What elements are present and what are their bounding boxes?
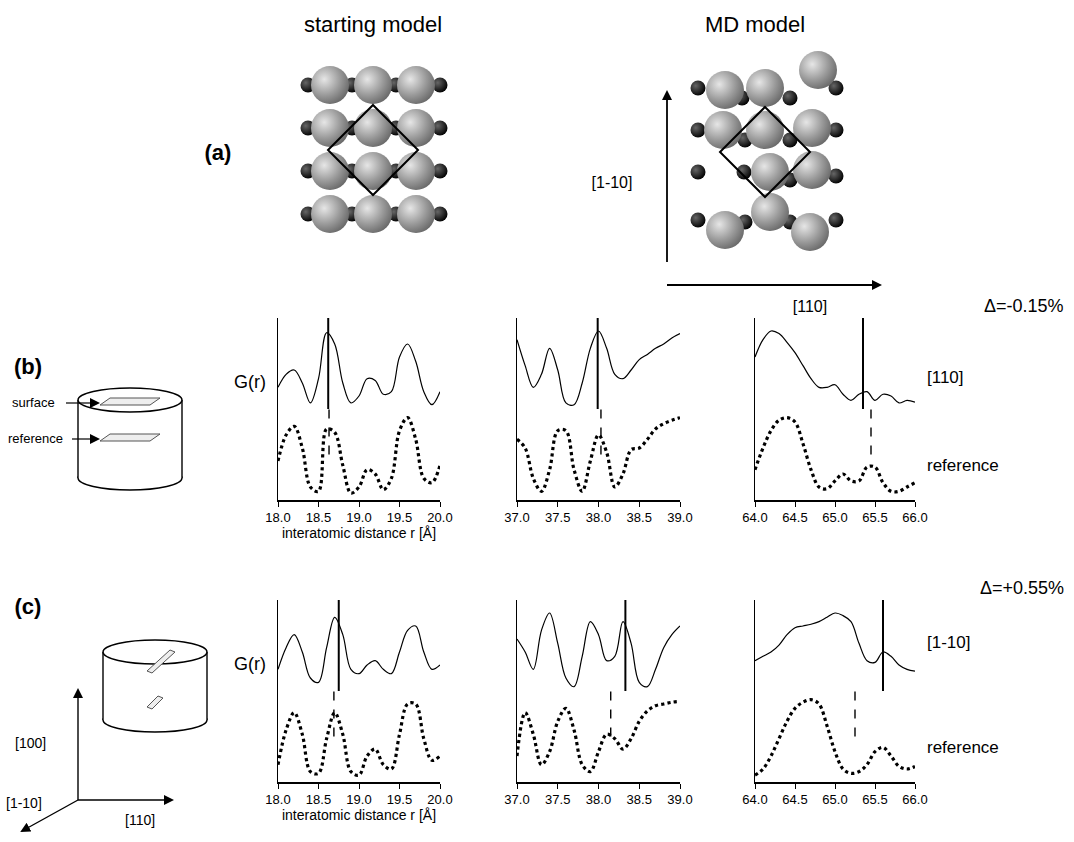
svg-text:37.5: 37.5 (545, 510, 570, 525)
svg-text:64.0: 64.0 (742, 792, 767, 807)
svg-text:18.0: 18.0 (265, 510, 290, 525)
svg-text:starting model: starting model (304, 12, 442, 37)
svg-text:65.0: 65.0 (822, 792, 847, 807)
svg-text:38.0: 38.0 (586, 792, 611, 807)
svg-text:65.0: 65.0 (822, 510, 847, 525)
svg-text:64.5: 64.5 (782, 510, 807, 525)
svg-text:37.0: 37.0 (504, 792, 529, 807)
svg-text:[1-10]: [1-10] (927, 633, 970, 652)
svg-text:38.0: 38.0 (586, 510, 611, 525)
svg-text:65.5: 65.5 (862, 510, 887, 525)
svg-text:(a): (a) (205, 140, 232, 165)
svg-text:38.5: 38.5 (627, 510, 652, 525)
svg-text:19.0: 19.0 (346, 792, 371, 807)
svg-text:[100]: [100] (15, 735, 46, 751)
svg-text:Δ=-0.15%: Δ=-0.15% (984, 296, 1064, 316)
svg-text:19.5: 19.5 (387, 510, 412, 525)
svg-text:MD model: MD model (705, 12, 805, 37)
svg-text:[110]: [110] (125, 812, 155, 828)
svg-text:64.5: 64.5 (782, 792, 807, 807)
svg-text:18.5: 18.5 (306, 792, 331, 807)
svg-text:66.0: 66.0 (902, 792, 927, 807)
svg-text:[1-10]: [1-10] (6, 795, 42, 811)
svg-text:18.0: 18.0 (265, 792, 290, 807)
svg-text:18.5: 18.5 (306, 510, 331, 525)
svg-text:(c): (c) (15, 594, 42, 619)
svg-text:Δ=+0.55%: Δ=+0.55% (980, 578, 1064, 598)
svg-text:[1-10]: [1-10] (592, 174, 633, 191)
svg-text:surface: surface (12, 395, 55, 410)
svg-text:37.5: 37.5 (545, 792, 570, 807)
svg-text:reference: reference (927, 456, 999, 475)
svg-text:39.0: 39.0 (667, 510, 692, 525)
svg-text:65.5: 65.5 (862, 792, 887, 807)
svg-text:reference: reference (8, 431, 63, 446)
svg-text:39.0: 39.0 (667, 792, 692, 807)
svg-text:G(r): G(r) (234, 654, 266, 674)
svg-text:20.0: 20.0 (427, 792, 452, 807)
svg-text:66.0: 66.0 (902, 510, 927, 525)
svg-text:19.0: 19.0 (346, 510, 371, 525)
svg-text:interatomic distance r [Å]: interatomic distance r [Å] (282, 525, 436, 541)
svg-text:37.0: 37.0 (504, 510, 529, 525)
svg-text:[110]: [110] (793, 298, 827, 315)
svg-text:reference: reference (927, 738, 999, 757)
svg-text:19.5: 19.5 (387, 792, 412, 807)
svg-text:(b): (b) (14, 354, 42, 379)
svg-text:[110]: [110] (927, 368, 964, 387)
svg-text:G(r): G(r) (234, 372, 266, 392)
svg-text:64.0: 64.0 (742, 510, 767, 525)
svg-text:38.5: 38.5 (627, 792, 652, 807)
svg-text:interatomic distance r [Å]: interatomic distance r [Å] (282, 807, 436, 823)
svg-text:20.0: 20.0 (427, 510, 452, 525)
